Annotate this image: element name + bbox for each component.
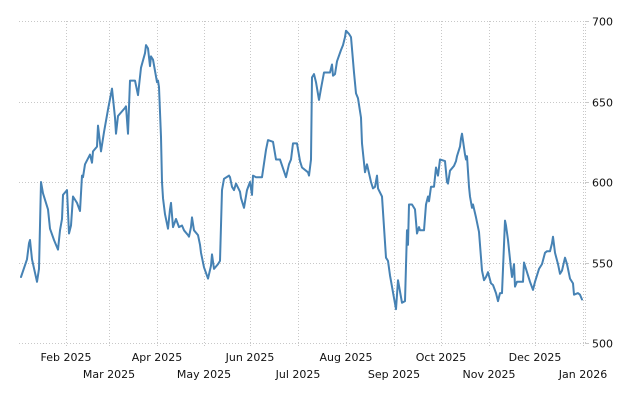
x-tick-label: Oct 2025 bbox=[416, 351, 467, 364]
x-tick-label: May 2025 bbox=[177, 368, 231, 381]
y-tick-label: 700 bbox=[592, 16, 613, 29]
x-tick-label: Dec 2025 bbox=[509, 351, 562, 364]
y-tick-label: 500 bbox=[592, 338, 613, 351]
vertical-gridlines bbox=[66, 21, 584, 347]
x-tick-label: Mar 2025 bbox=[83, 368, 135, 381]
x-axis-tick-labels: Feb 2025 Mar 2025 Apr 2025 May 2025 Jun 2025… bbox=[41, 351, 608, 381]
y-tick-label: 650 bbox=[592, 97, 613, 110]
x-tick-label: Nov 2025 bbox=[463, 368, 516, 381]
y-axis-tick-labels: 500 550 600 650 700 bbox=[592, 16, 613, 351]
x-tick-label: Feb 2025 bbox=[41, 351, 92, 364]
x-tick-label: Aug 2025 bbox=[320, 351, 373, 364]
x-tick-label: Apr 2025 bbox=[132, 351, 183, 364]
y-tick-label: 600 bbox=[592, 177, 613, 190]
x-tick-label: Jan 2026 bbox=[558, 368, 607, 381]
price-line bbox=[20, 29, 583, 311]
y-tick-label: 550 bbox=[592, 258, 613, 271]
horizontal-gridlines bbox=[19, 21, 589, 344]
x-tick-label: Jul 2025 bbox=[275, 368, 321, 381]
x-tick-label: Sep 2025 bbox=[368, 368, 420, 381]
x-tick-label: Jun 2025 bbox=[225, 351, 275, 364]
